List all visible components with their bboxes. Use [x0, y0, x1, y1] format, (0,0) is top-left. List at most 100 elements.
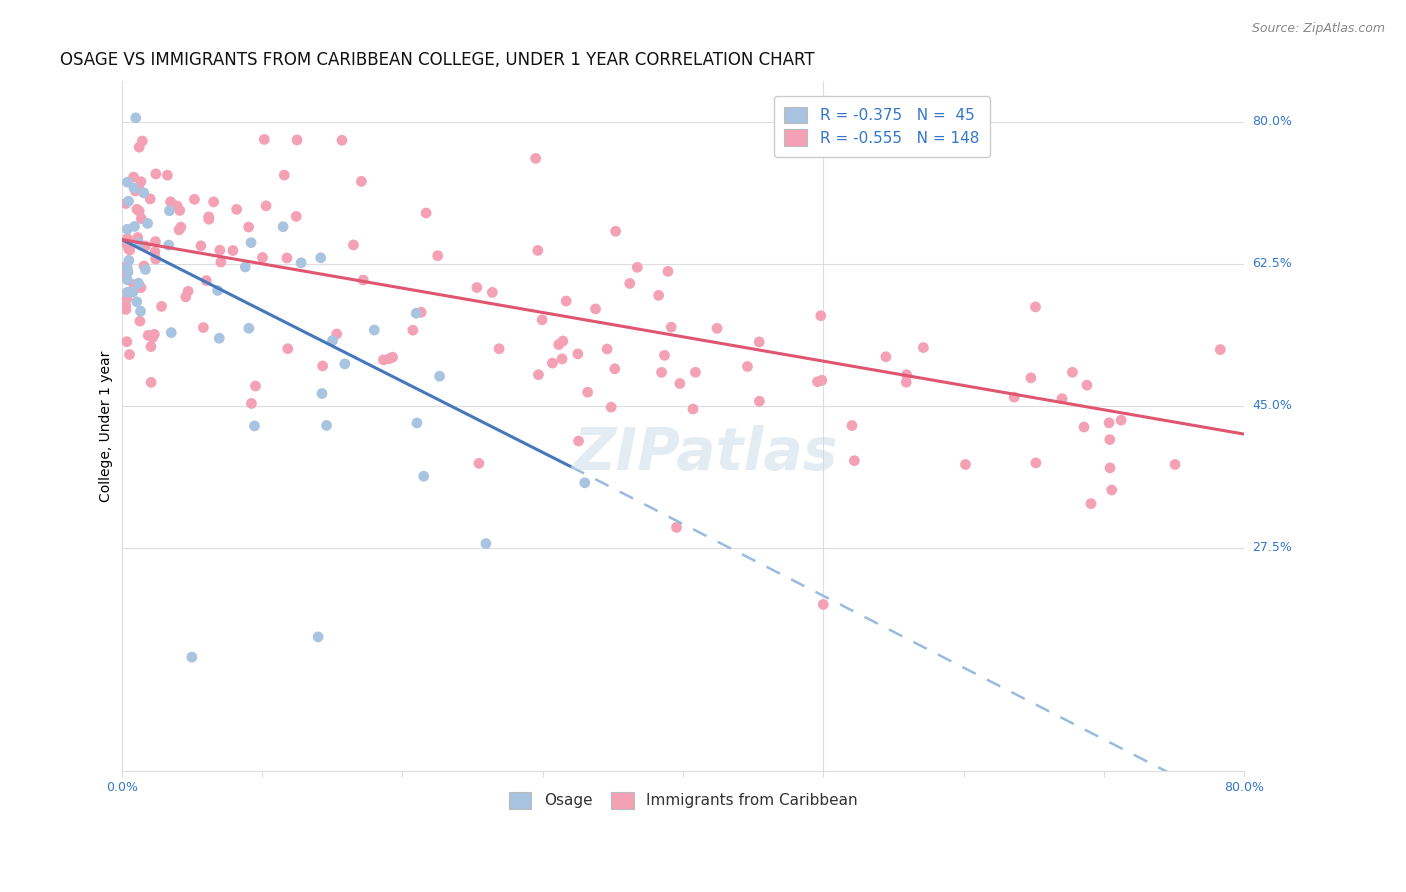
Point [1002, 390, 1025, 404]
Point [197, 210, 219, 224]
Point [429, 369, 451, 384]
Point [156, 168, 179, 182]
Point [285, 210, 308, 224]
Point [131, 134, 153, 148]
Point [576, 385, 599, 400]
Point [117, 285, 139, 300]
Y-axis label: College, Under 1 year: College, Under 1 year [100, 351, 114, 501]
Point [488, 342, 510, 356]
Point [748, 334, 770, 349]
Point [117, 238, 139, 252]
Point [115, 334, 138, 349]
Point [657, 264, 679, 278]
Point [208, 244, 231, 258]
Point [605, 224, 627, 238]
Point [1019, 371, 1042, 385]
Text: 27.5%: 27.5% [1253, 541, 1292, 554]
Point [128, 277, 150, 291]
Point [115, 263, 138, 277]
Point [411, 305, 433, 319]
Text: 45.0%: 45.0% [1253, 400, 1292, 412]
Point [912, 341, 935, 355]
Point [706, 321, 728, 335]
Point [254, 199, 277, 213]
Point [115, 235, 138, 250]
Point [315, 418, 337, 433]
Text: 62.5%: 62.5% [1253, 257, 1292, 270]
Point [129, 314, 152, 328]
Point [225, 202, 247, 217]
Legend: Osage, Immigrants from Caribbean: Osage, Immigrants from Caribbean [502, 786, 863, 814]
Point [547, 337, 569, 351]
Point [811, 373, 834, 387]
Point [551, 351, 574, 366]
Point [253, 132, 276, 146]
Point [122, 169, 145, 184]
Point [124, 184, 146, 198]
Point [651, 365, 673, 379]
Point [342, 238, 364, 252]
Point [465, 280, 488, 294]
Point [551, 334, 574, 348]
Point [333, 357, 356, 371]
Point [132, 186, 155, 200]
Point [125, 294, 148, 309]
Point [574, 475, 596, 490]
Point [117, 242, 139, 256]
Point [813, 598, 835, 612]
Point [240, 396, 263, 410]
Point [1164, 458, 1187, 472]
Point [1076, 378, 1098, 392]
Point [117, 222, 139, 236]
Point [209, 255, 232, 269]
Point [567, 347, 589, 361]
Point [626, 260, 648, 275]
Point [290, 256, 312, 270]
Point [238, 321, 260, 335]
Point [252, 251, 274, 265]
Point [125, 202, 148, 217]
Point [311, 386, 333, 401]
Point [309, 251, 332, 265]
Point [222, 244, 245, 258]
Point [405, 306, 427, 320]
Point [875, 350, 897, 364]
Point [325, 326, 347, 341]
Point [426, 249, 449, 263]
Point [129, 280, 152, 294]
Point [128, 236, 150, 251]
Point [406, 416, 429, 430]
Point [160, 326, 183, 340]
Point [603, 361, 626, 376]
Point [273, 168, 295, 182]
Point [124, 219, 146, 234]
Point [1098, 461, 1121, 475]
Point [810, 309, 832, 323]
Point [541, 356, 564, 370]
Point [585, 301, 607, 316]
Point [198, 212, 221, 227]
Point [190, 239, 212, 253]
Point [129, 175, 152, 189]
Point [117, 273, 139, 287]
Point [1024, 300, 1046, 314]
Point [115, 299, 138, 313]
Point [600, 400, 623, 414]
Point [654, 348, 676, 362]
Point [208, 331, 231, 345]
Point [330, 133, 353, 147]
Point [378, 351, 401, 366]
Point [117, 175, 139, 189]
Point [844, 453, 866, 467]
Point [1073, 420, 1095, 434]
Point [125, 111, 148, 125]
Point [115, 268, 138, 282]
Point [129, 304, 152, 318]
Point [183, 192, 205, 206]
Point [195, 274, 218, 288]
Point [1080, 497, 1102, 511]
Point [1062, 365, 1084, 379]
Point [117, 260, 139, 275]
Point [1109, 413, 1132, 427]
Point [117, 232, 139, 246]
